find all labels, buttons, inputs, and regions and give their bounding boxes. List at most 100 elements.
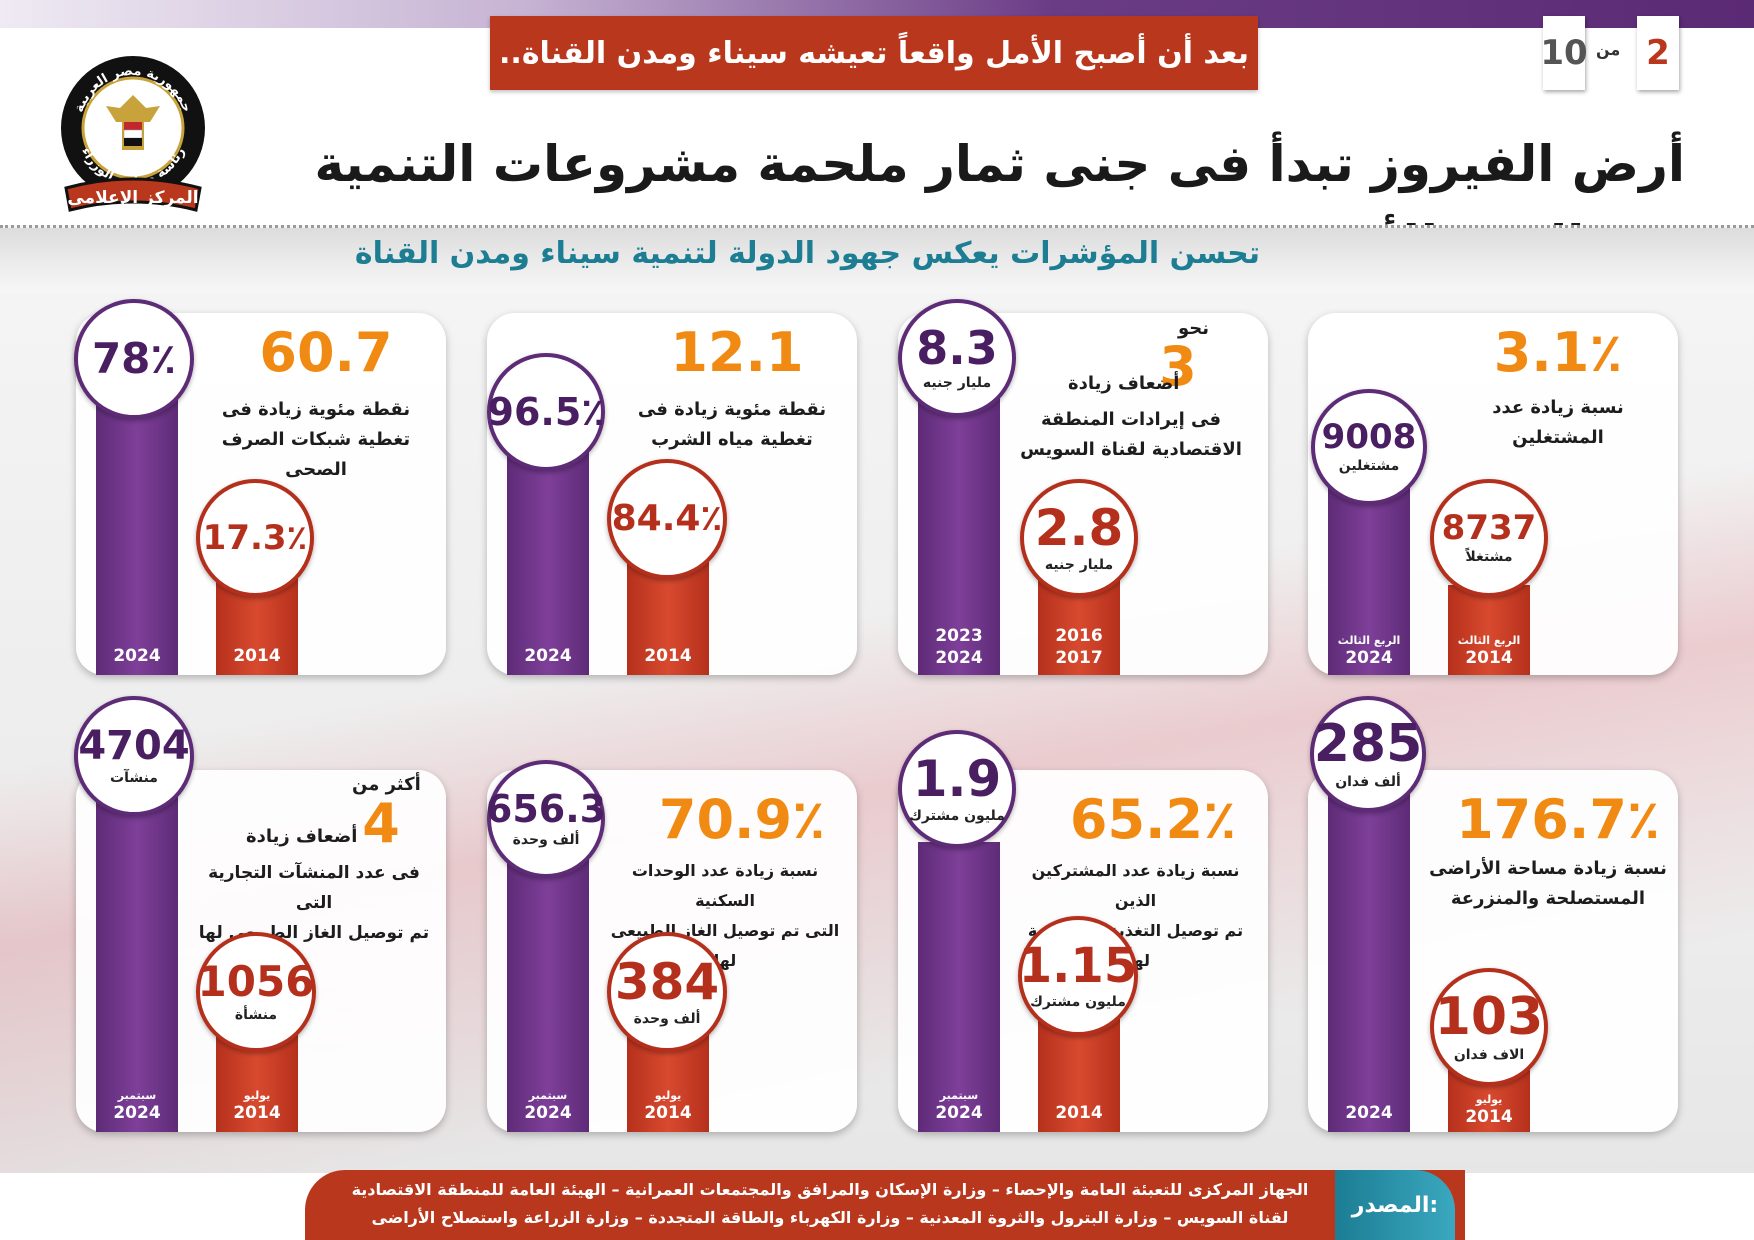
month-label: سبتمبر [528, 1089, 568, 1102]
value-circle-2014: 1056 منشأة [196, 932, 316, 1052]
month-label: يوليو [243, 1089, 271, 1102]
circle-unit: الاف فدان [1453, 1047, 1525, 1063]
description-line: تغطية مياه الشرب [651, 429, 813, 450]
circle-value: 4704 [78, 723, 190, 769]
logo-bottom-text: المركز الإعلامى [67, 188, 198, 208]
description-line: المشتغلين [1512, 427, 1604, 448]
circle-unit: ألف فدان [1335, 774, 1401, 790]
period-label: الربع الثالث [1337, 634, 1401, 647]
circle-value: 2.8 [1034, 499, 1124, 557]
circle-unit: ألف وحدة [512, 832, 580, 848]
circle-unit: مشتغلاً [1465, 549, 1513, 565]
description-line: نسبة زيادة عدد [1492, 397, 1624, 418]
description: نقطة مئوية زيادة فى تغطية شبكات الصرف ال… [196, 395, 436, 485]
headline-suffix: أضعاف زيادة [1068, 373, 1180, 394]
bar-2014 [1448, 585, 1530, 675]
value-circle-2024: 96.5٪ [487, 353, 605, 471]
year-label: 2014 [644, 1103, 692, 1123]
description-line: نقطة مئوية زيادة فى [637, 399, 827, 420]
page-total: 10 [1540, 16, 1588, 90]
circle-value: 384 [614, 953, 720, 1011]
year-label: 2024 [524, 1103, 572, 1123]
card-commercial-establishments: سبتمبر 2024 يوليو 2014 أكثر من 4 أضعاف ز… [74, 696, 446, 1132]
circle-unit: مليار جنيه [922, 375, 992, 391]
headline-suffix: أضعاف زيادة [246, 826, 358, 847]
circle-unit: مشتغلين [1338, 458, 1400, 474]
month-label: سبتمبر [117, 1089, 157, 1102]
description-line: فى عدد المنشآت التجارية التى [208, 863, 420, 913]
headline-value: 176.7٪ [1456, 788, 1660, 851]
card-reclaimed-land: 2024 يوليو 2014 176.7٪ نسبة زيادة مساحة … [1308, 696, 1678, 1132]
value-circle-2024: 9008 مشتغلين [1311, 389, 1427, 505]
bar-2024 [1328, 792, 1410, 1132]
year-label: 2017 [1055, 648, 1103, 668]
source-line-1: الجهاز المركزى للتعبئة العامة والإحصاء –… [351, 1180, 1309, 1199]
description-line: تغطية شبكات الصرف الصحى [221, 429, 411, 480]
description: نسبة زيادة عدد المشتغلين [1448, 393, 1668, 453]
value-circle-2024: 285 ألف فدان [1310, 696, 1426, 812]
value-circle-2014: 1.15 مليون مشترك [1018, 916, 1138, 1036]
circle-value: 84.4٪ [611, 498, 723, 539]
bar-2024 [507, 852, 589, 1132]
source-label: المصدر: [1335, 1170, 1455, 1240]
headline-value: 60.7 [259, 321, 393, 384]
circle-value: 1.9 [912, 750, 1002, 808]
year-label: 2016 [1055, 626, 1103, 646]
description-line: نسبة زيادة مساحة الأراضى [1429, 858, 1667, 879]
circle-value: 9008 [1321, 417, 1417, 457]
period-label: الربع الثالث [1457, 634, 1521, 647]
page-of-label: من [1596, 40, 1621, 59]
bar-2024 [918, 842, 1000, 1132]
circle-value: 17.3٪ [202, 518, 308, 558]
card-suez-canal-zone: 2023 2024 2016 2017 نحو 3 أضعاف زيادة فى… [898, 299, 1268, 675]
year-label: 2024 [113, 646, 161, 666]
description-line: فى إيرادات المنطقة [1040, 409, 1222, 430]
value-circle-2024: 656.3 ألف وحدة [485, 760, 607, 878]
bar-2023-2024 [918, 395, 1000, 675]
description-line: نسبة زيادة عدد المشتركين الذين [1031, 861, 1240, 910]
card-employees: الربع الثالث 2024 الربع الثالث 2014 3.1٪… [1308, 313, 1678, 675]
value-circle-2016-2017: 2.8 مليار جنيه [1020, 479, 1138, 597]
circle-unit: مليون مشترك [1030, 994, 1126, 1010]
description-line: نسبة زيادة عدد الوحدات السكنية [631, 861, 819, 910]
month-label: يوليو [654, 1089, 682, 1102]
description-line: نقطة مئوية زيادة فى [221, 399, 411, 420]
headline-prefix: أكثر من [352, 774, 421, 795]
year-label: 2014 [1465, 648, 1513, 668]
source-line-2: لقناة السويس – وزارة البترول والثروة الم… [371, 1208, 1289, 1227]
circle-unit: مليار جنيه [1044, 557, 1114, 573]
year-label: 2014 [233, 646, 281, 666]
headline-value: 3.1٪ [1493, 321, 1623, 384]
description: فى عدد المنشآت التجارية التى تم توصيل ال… [194, 858, 434, 948]
value-circle-2024: 78٪ [74, 299, 194, 419]
description-line: المستصلحة والمنزرعة [1450, 888, 1646, 909]
value-circle-2024: 1.9 مليون مشترك [898, 730, 1016, 848]
month-label: يوليو [1475, 1093, 1503, 1106]
value-circle-2014: 103 الاف فدان [1430, 968, 1548, 1086]
circle-value: 656.3 [485, 787, 607, 831]
year-label: 2024 [935, 1103, 983, 1123]
year-label: 2024 [113, 1103, 161, 1123]
year-label: 2024 [524, 646, 572, 666]
circle-value: 285 [1313, 714, 1423, 774]
value-circle-2024: 4704 منشآت [74, 696, 194, 816]
year-label: 2014 [233, 1103, 281, 1123]
headline-value: 70.9٪ [658, 788, 826, 851]
value-circle-2014: 384 ألف وحدة [607, 932, 727, 1052]
subtitle-band [0, 225, 1754, 296]
value-circle-2014: 84.4٪ [607, 459, 727, 579]
circle-unit: مليون مشترك [909, 808, 1005, 824]
headline-value: 65.2٪ [1069, 788, 1237, 851]
circle-value: 78٪ [91, 334, 177, 383]
year-label: 2024 [1345, 1103, 1393, 1123]
month-label: سبتمبر [939, 1089, 979, 1102]
cabinet-media-center-logo: جمهورية مصر العربية رئاسة مجلس الوزراء ا… [58, 50, 208, 218]
page-subtitle: تحسن المؤشرات يعكس جهود الدولة لتنمية سي… [354, 236, 1260, 271]
bar-2024 [96, 375, 178, 675]
circle-unit: ألف وحدة [633, 1011, 701, 1027]
description: نسبة زيادة مساحة الأراضى المستصلحة والمن… [1428, 854, 1668, 914]
card-sewage-networks: 2024 2014 60.7 نقطة مئوية زيادة فى تغطية… [74, 299, 446, 675]
headline-value: 12.1 [670, 321, 804, 384]
headline-prefix: نحو [1178, 318, 1210, 339]
circle-value: 8.3 [916, 321, 998, 375]
